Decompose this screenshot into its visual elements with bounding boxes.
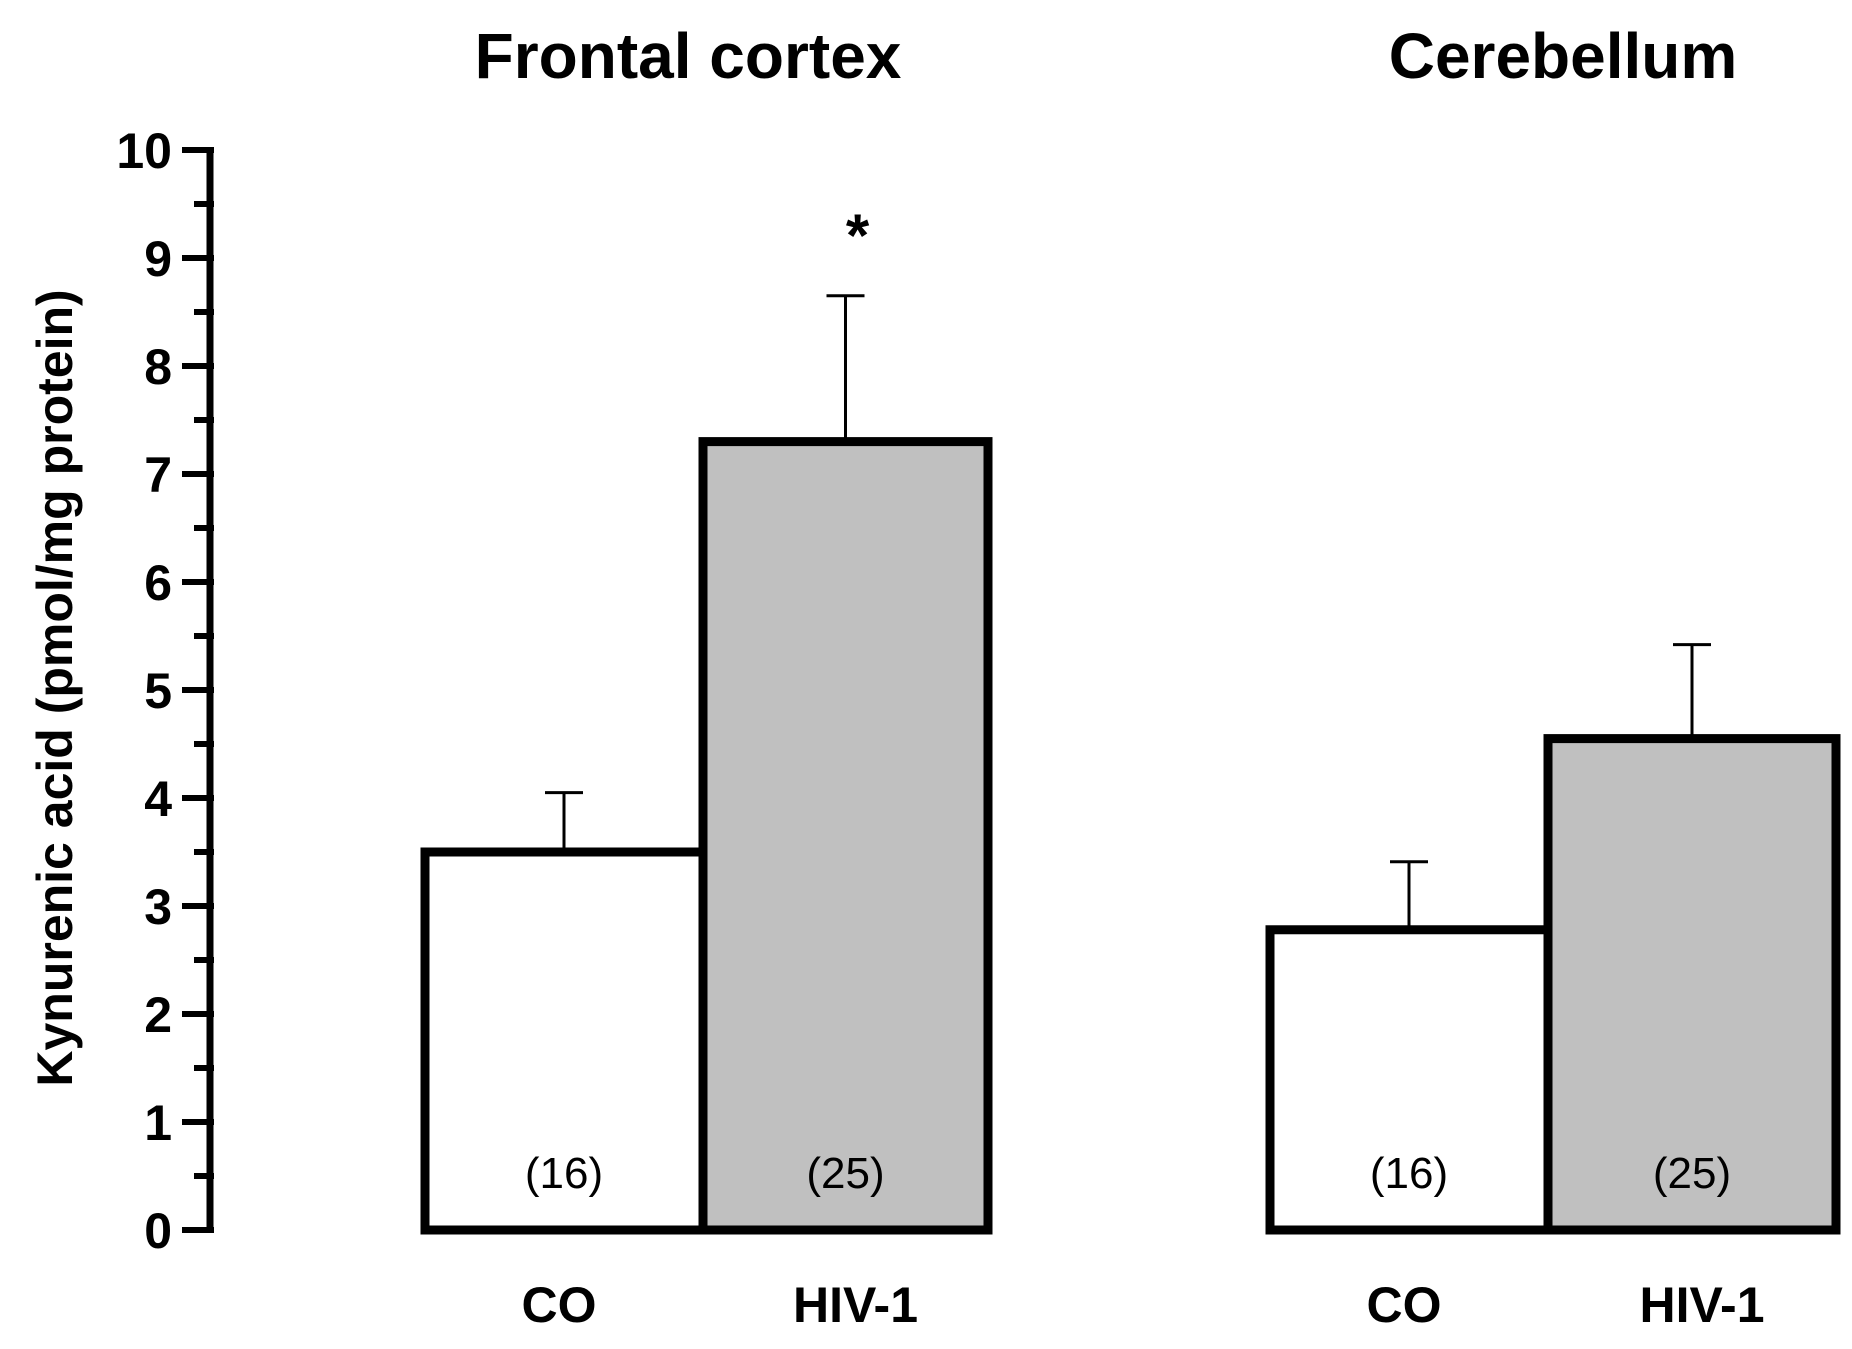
y-axis: 0 1 2 3 4 5 6 7 8 9 10 [116, 123, 214, 1259]
y-tick-label: 6 [144, 555, 172, 611]
bar [698, 437, 993, 1235]
chart-panels: Frontal cortex (16) CO (25) HIV-1 * Cerebellum… [420, 20, 1841, 1333]
y-tick-label: 5 [144, 663, 172, 719]
n-label: (25) [1653, 1149, 1731, 1198]
y-tick-label: 4 [144, 771, 172, 827]
panel-title: Cerebellum [1389, 20, 1738, 92]
bar [1543, 734, 1841, 1235]
significance-marker: * [846, 202, 870, 269]
y-tick-label: 9 [144, 231, 172, 287]
n-label: (25) [806, 1149, 884, 1198]
y-tick-label: 8 [144, 339, 172, 395]
panel-2: Cerebellum (16) CO (25) HIV-1 [1265, 20, 1841, 1333]
y-tick-label: 7 [144, 447, 172, 503]
y-tick-label: 3 [144, 879, 172, 935]
x-category-label: HIV-1 [793, 1277, 918, 1333]
y-tick-label: 0 [144, 1203, 172, 1259]
x-category-label: CO [1367, 1277, 1442, 1333]
bar [1265, 925, 1553, 1235]
y-tick-label: 10 [116, 123, 172, 179]
panel-title: Frontal cortex [475, 20, 902, 92]
y-tick-label: 1 [144, 1095, 172, 1151]
n-label: (16) [1370, 1149, 1448, 1198]
bar [420, 847, 708, 1235]
y-tick-label: 2 [144, 987, 172, 1043]
x-category-label: CO [522, 1277, 597, 1333]
panel-1: Frontal cortex (16) CO (25) HIV-1 * [420, 20, 993, 1333]
x-category-label: HIV-1 [1639, 1277, 1764, 1333]
n-label: (16) [525, 1149, 603, 1198]
y-axis-label: Kynurenic acid (pmol/mg protein) [27, 289, 83, 1086]
